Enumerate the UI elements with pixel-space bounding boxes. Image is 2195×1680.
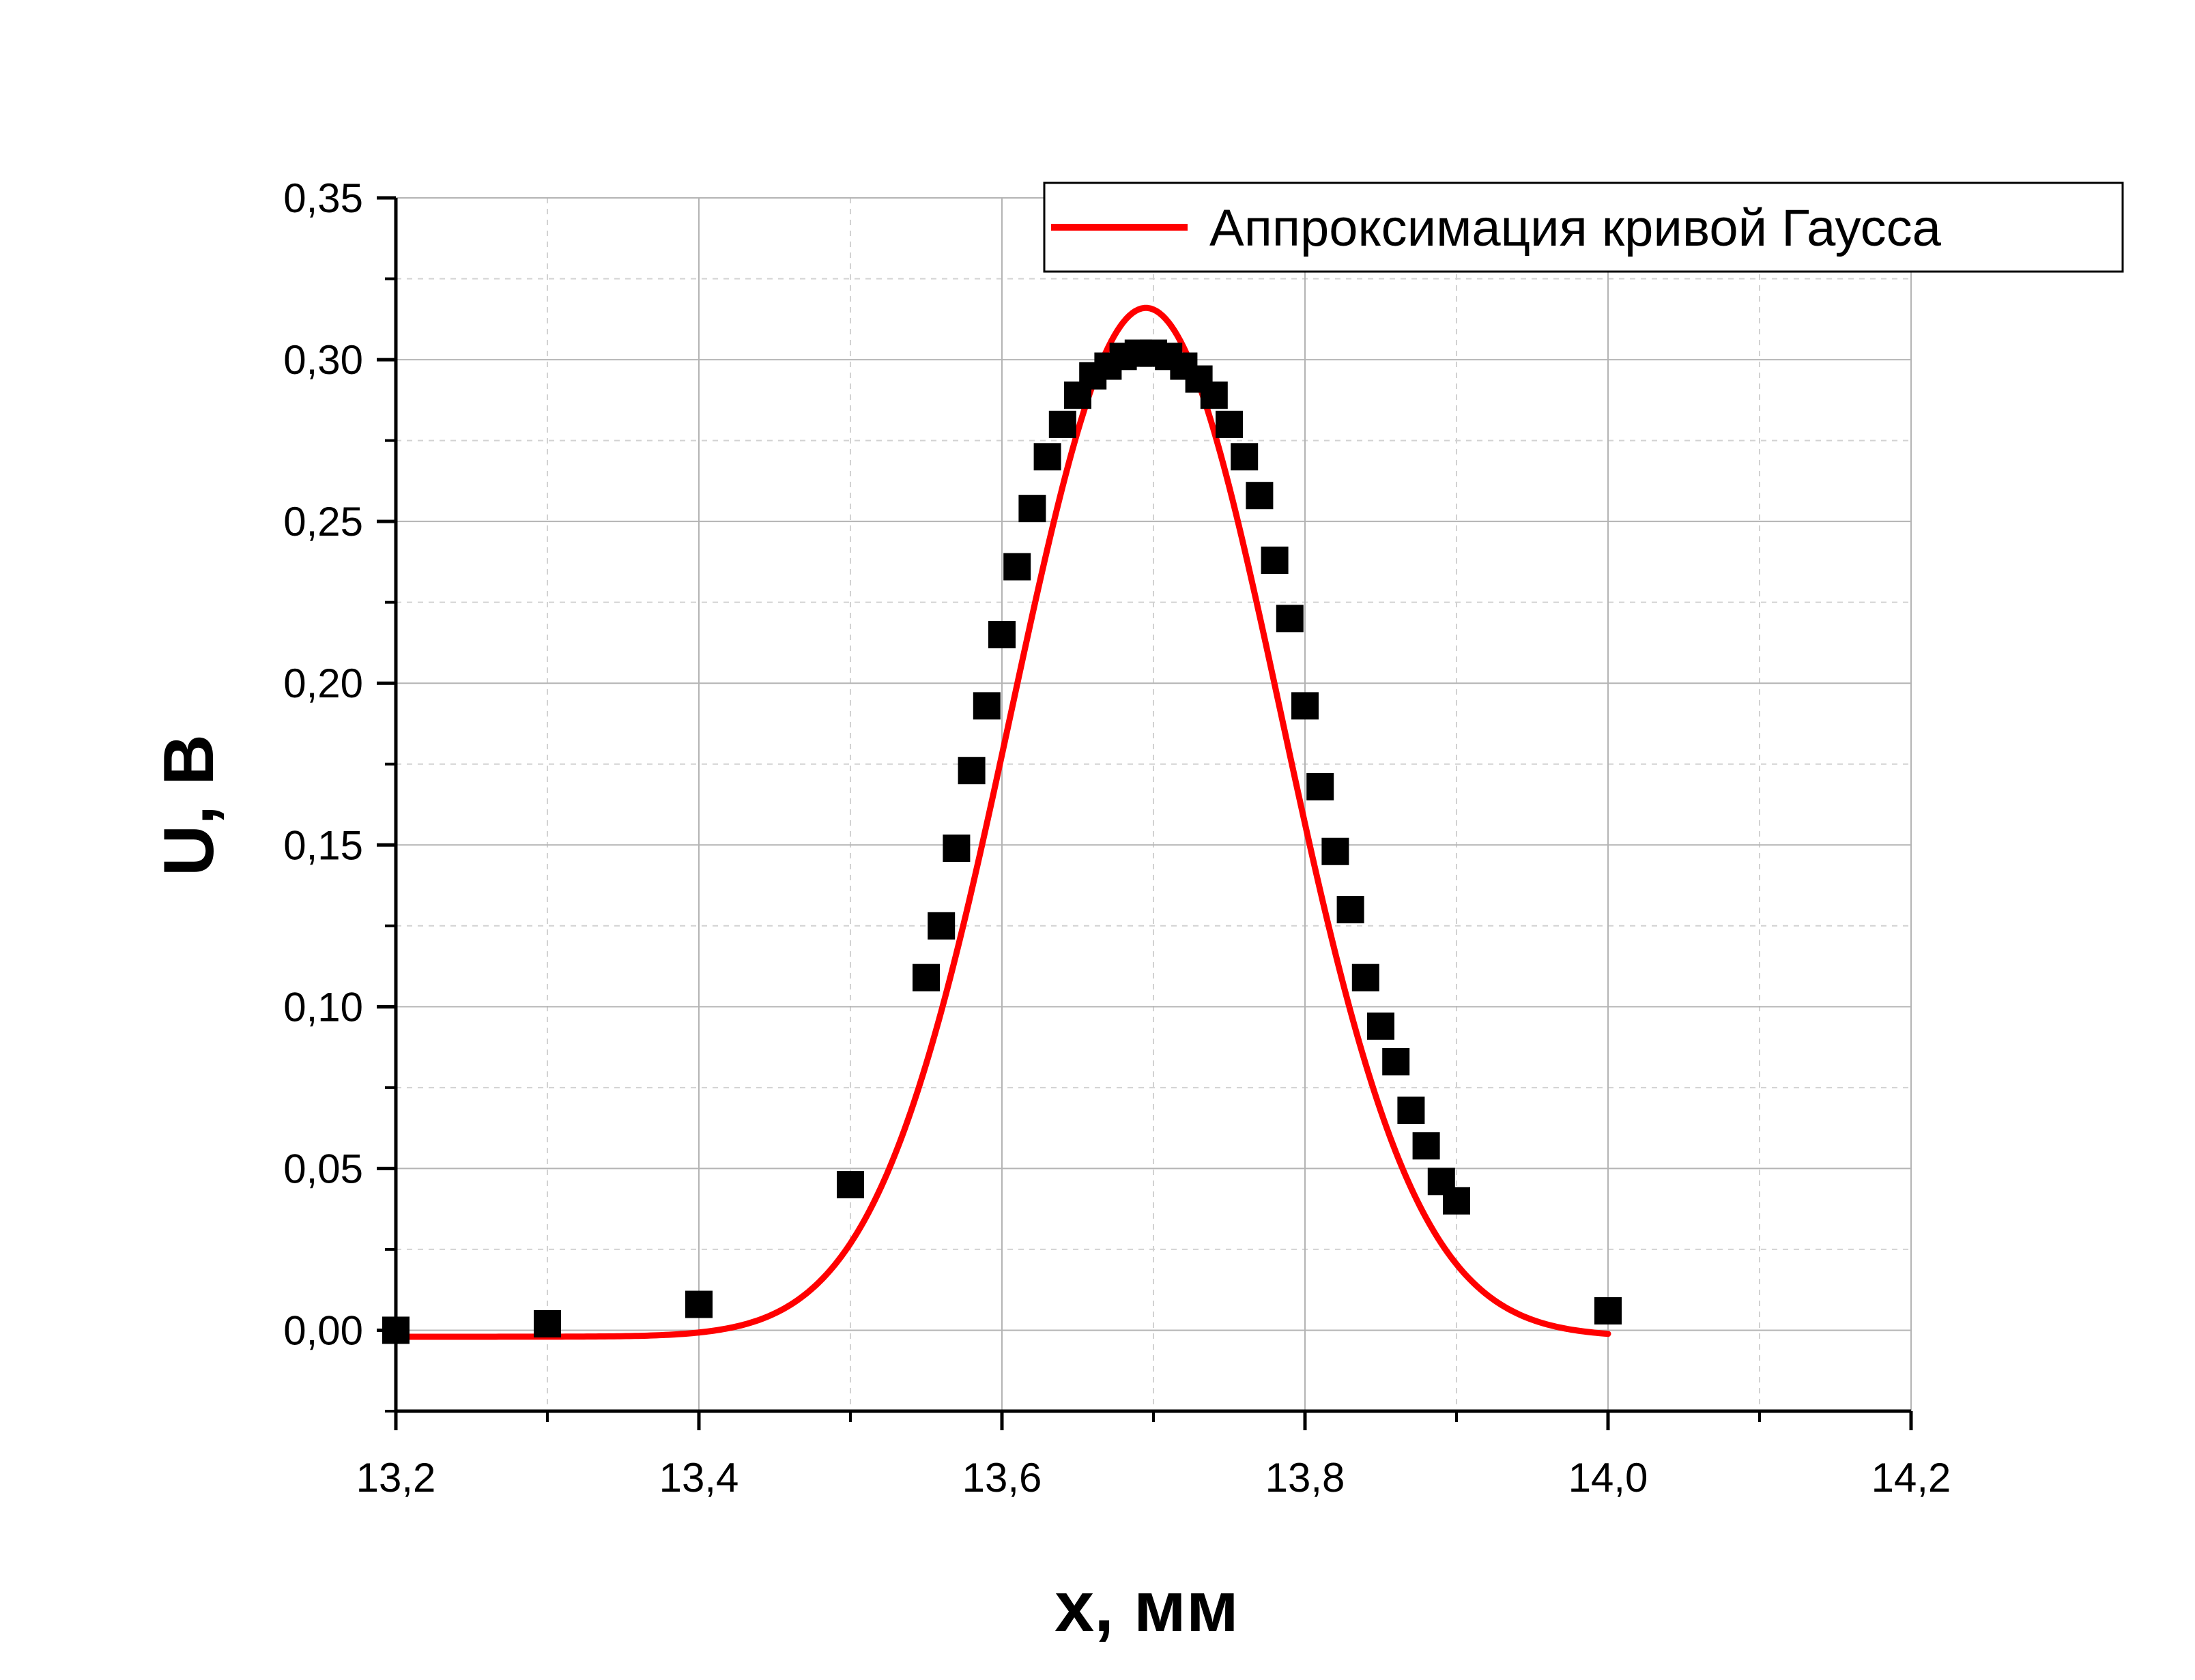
data-point [1367,1012,1394,1040]
data-point [1261,547,1289,575]
axes [377,196,1913,1430]
data-point [1246,482,1274,510]
data-point [1276,605,1304,633]
major-grid [396,197,1912,1411]
y-tick-label: 0,00 [283,1307,363,1353]
data-point [973,692,1001,720]
data-point [988,621,1016,649]
y-tick-label: 0,15 [283,822,363,868]
data-point [1003,553,1031,581]
data-point [1382,1047,1410,1075]
data-point [837,1171,864,1199]
data-point [1397,1097,1425,1125]
data-point [913,964,940,991]
y-tick-label: 0,05 [283,1146,363,1191]
data-point [1412,1132,1440,1160]
x-tick-label: 14,0 [1568,1455,1648,1501]
data-point [1351,964,1379,991]
y-tick-label: 0,25 [283,499,363,545]
fit-curve-gauss [392,304,1611,1340]
legend: Аппроксимация кривой Гаусса [1043,182,2124,273]
y-tick-label: 0,35 [283,175,363,221]
data-point [1033,443,1061,471]
fit-curve-layer [392,304,1611,1340]
data-point [1291,692,1319,720]
x-tick-labels: 13,2 13,4 13,6 13,8 14,0 14,2 [356,1455,1951,1501]
data-point [1200,381,1228,409]
data-point [1443,1187,1470,1215]
data-point [1321,837,1349,865]
y-tick-label: 0,10 [283,984,363,1030]
legend-label-gauss: Аппроксимация кривой Гаусса [1209,199,1942,257]
y-tick-labels: 0,00 0,05 0,10 0,15 0,20 0,25 0,30 0,35 [283,175,363,1353]
data-point [1018,495,1046,523]
data-point [1216,410,1243,438]
data-point [1306,772,1334,800]
x-axis-title: x, мм [1055,1567,1239,1647]
y-tick-label: 0,30 [283,337,363,383]
data-point [958,757,986,785]
x-tick-label: 13,8 [1265,1455,1345,1501]
y-axis-title: U, В [149,734,229,876]
data-point [1048,410,1076,438]
data-point [943,835,971,863]
x-tick-label: 13,6 [962,1455,1042,1501]
data-point [1231,443,1259,471]
data-point [928,912,956,940]
legend-box [1043,182,2124,273]
x-tick-label: 14,2 [1871,1455,1951,1501]
x-tick-label: 13,2 [356,1455,436,1501]
data-point [685,1290,713,1318]
data-point [1336,896,1364,924]
data-point [534,1309,561,1337]
y-tick-label: 0,20 [283,661,363,706]
x-tick-label: 13,4 [659,1455,739,1501]
data-point [1594,1297,1622,1325]
